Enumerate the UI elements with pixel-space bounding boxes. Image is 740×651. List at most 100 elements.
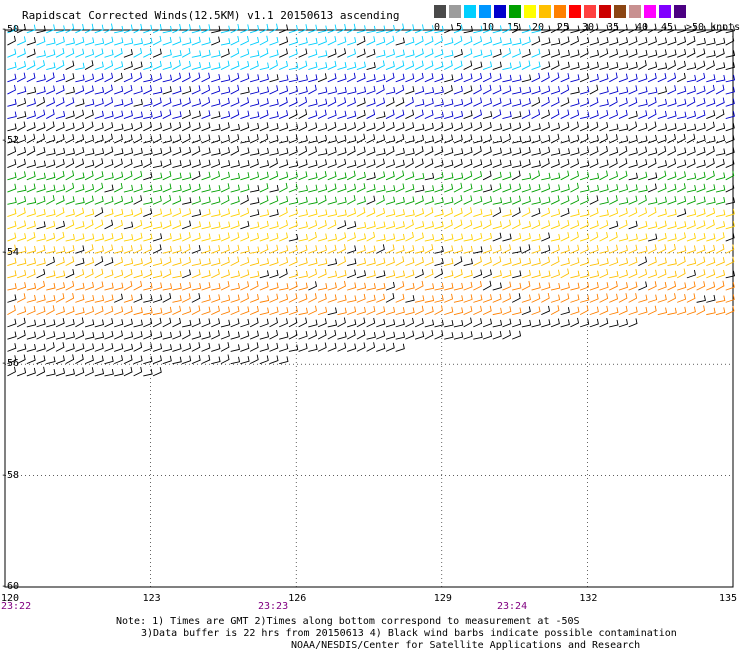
wind-barb xyxy=(541,245,551,254)
wind-barb xyxy=(327,110,337,119)
wind-barb xyxy=(346,122,356,132)
wind-barb xyxy=(7,146,17,156)
wind-barb xyxy=(609,184,619,193)
wind-barb xyxy=(201,37,211,46)
wind-barb xyxy=(696,37,706,46)
wind-barb xyxy=(395,293,405,303)
wind-barb xyxy=(46,368,56,377)
lon-tick-label: 132 xyxy=(579,593,598,604)
wind-barb xyxy=(589,97,599,107)
wind-barb xyxy=(191,293,201,303)
wind-barb xyxy=(181,183,192,193)
wind-barb xyxy=(249,86,260,95)
note-line-1: Note: 1) Times are GMT 2)Times along bot… xyxy=(116,616,580,627)
wind-barb xyxy=(152,221,163,230)
wind-barb xyxy=(133,307,143,316)
wind-barb xyxy=(162,109,172,119)
wind-barb xyxy=(628,281,638,291)
wind-barb xyxy=(647,23,657,34)
wind-barb xyxy=(94,207,104,217)
wind-barb xyxy=(696,60,706,70)
wind-barb xyxy=(46,85,56,95)
wind-barb xyxy=(26,294,37,303)
wind-barb xyxy=(395,134,405,144)
wind-barb xyxy=(65,97,75,107)
wind-barb xyxy=(46,331,56,340)
wind-barb xyxy=(152,294,163,303)
wind-barb xyxy=(104,306,114,316)
wind-barb xyxy=(288,146,298,156)
wind-barb xyxy=(589,135,599,144)
wind-barb xyxy=(502,233,512,242)
wind-barb xyxy=(609,244,619,254)
wind-barb xyxy=(589,49,600,58)
wind-barb xyxy=(220,86,231,95)
wind-barb xyxy=(356,73,366,83)
wind-barb xyxy=(550,38,561,46)
wind-barb xyxy=(531,184,541,193)
wind-barb xyxy=(55,331,66,340)
wind-barb xyxy=(337,183,347,193)
wind-barb xyxy=(376,184,386,193)
wind-barb xyxy=(133,207,143,218)
wind-barb xyxy=(55,246,66,254)
wind-barb xyxy=(541,49,551,58)
wind-barb xyxy=(26,183,36,193)
wind-barb xyxy=(521,257,532,267)
wind-barb xyxy=(46,246,56,254)
wind-barb xyxy=(599,220,609,230)
wind-barb xyxy=(444,134,454,144)
wind-barb xyxy=(589,121,599,132)
wind-barb xyxy=(405,307,415,316)
wind-barb xyxy=(512,270,522,279)
wind-barb xyxy=(220,281,230,291)
wind-barb xyxy=(259,23,269,34)
wind-barb xyxy=(473,49,483,58)
wind-barb xyxy=(473,232,483,242)
wind-barb xyxy=(240,195,249,205)
wind-barb xyxy=(317,195,327,205)
wind-barb xyxy=(482,84,492,95)
wind-barb xyxy=(250,185,260,193)
wind-barb xyxy=(240,257,250,267)
wind-barb xyxy=(366,231,376,242)
wind-barb xyxy=(686,209,697,218)
wind-barb xyxy=(240,220,250,230)
wind-barb xyxy=(249,270,260,279)
wind-barb xyxy=(599,146,608,156)
wind-barb xyxy=(114,158,123,168)
wind-barb xyxy=(414,99,425,107)
wind-barb xyxy=(531,72,541,83)
wind-barb xyxy=(94,268,104,279)
wind-barb xyxy=(337,97,347,107)
wind-barb xyxy=(560,258,570,267)
wind-barb xyxy=(405,183,415,193)
wind-barb xyxy=(482,232,493,242)
wind-barb xyxy=(376,60,385,70)
wind-barb xyxy=(55,170,65,181)
wind-barb xyxy=(541,37,551,46)
wind-barb xyxy=(123,85,133,95)
wind-barb xyxy=(667,307,677,316)
wind-barb xyxy=(385,49,395,58)
wind-barb xyxy=(114,208,124,218)
wind-barb xyxy=(385,72,395,83)
wind-barb xyxy=(259,183,269,193)
wind-barb xyxy=(36,74,46,83)
wind-barb xyxy=(512,147,522,156)
wind-barb xyxy=(55,231,65,242)
wind-barb xyxy=(618,305,628,316)
wind-barb xyxy=(17,185,27,193)
wind-barb xyxy=(628,121,638,132)
wind-barb xyxy=(638,195,647,205)
wind-barb xyxy=(715,84,725,95)
wind-barb xyxy=(172,195,182,205)
wind-barb xyxy=(657,49,667,58)
wind-barb xyxy=(298,293,308,303)
wind-barb xyxy=(114,355,124,365)
wind-barb xyxy=(65,268,75,279)
wind-barb xyxy=(84,367,94,377)
wind-barb xyxy=(26,331,37,340)
wind-barb xyxy=(269,329,279,340)
wind-barb xyxy=(220,38,231,46)
